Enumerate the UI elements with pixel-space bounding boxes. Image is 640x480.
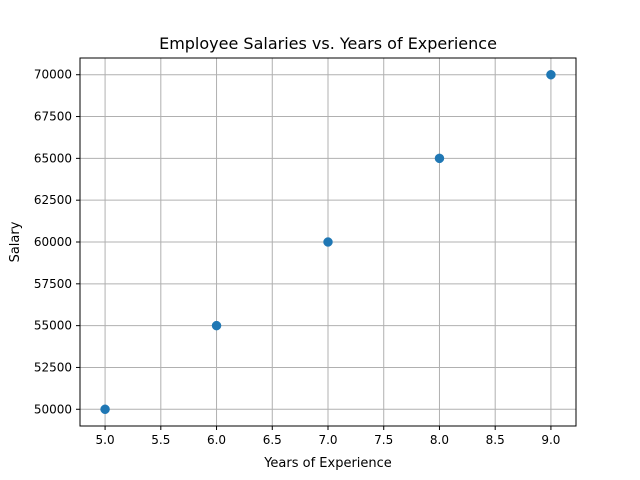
y-axis-label: Salary xyxy=(8,221,23,262)
x-tick-label: 8.5 xyxy=(486,433,505,447)
x-tick-label: 7.5 xyxy=(374,433,393,447)
y-tick-label: 70000 xyxy=(34,68,72,82)
data-point xyxy=(211,320,222,331)
data-point xyxy=(100,404,110,415)
y-tick-label: 65000 xyxy=(34,151,72,165)
y-tick-label: 67500 xyxy=(34,110,72,124)
data-point xyxy=(434,153,445,164)
data-points xyxy=(100,69,556,415)
y-tick-label: 57500 xyxy=(34,277,72,291)
x-axis-ticks: 5.0 5.5 6.0 6.5 7.0 7.5 8.0 8.5 9.0 xyxy=(96,426,560,447)
chart-title: Employee Salaries vs. Years of Experienc… xyxy=(159,34,497,53)
data-point xyxy=(323,237,333,247)
y-axis-ticks: 50000 52500 55000 57500 60000 62500 65000 67500… xyxy=(34,68,80,416)
y-tick-label: 52500 xyxy=(34,360,72,374)
x-tick-label: 9.0 xyxy=(541,433,560,447)
y-tick-label: 60000 xyxy=(34,235,72,249)
x-tick-label: 6.5 xyxy=(263,433,282,447)
y-tick-label: 55000 xyxy=(34,319,72,333)
data-point xyxy=(546,69,556,80)
x-tick-label: 5.0 xyxy=(96,433,115,447)
x-tick-label: 8.0 xyxy=(430,433,449,447)
x-tick-label: 5.5 xyxy=(151,433,170,447)
x-tick-label: 7.0 xyxy=(318,433,337,447)
x-tick-label: 6.0 xyxy=(207,433,226,447)
y-tick-label: 50000 xyxy=(34,402,72,416)
y-tick-label: 62500 xyxy=(34,193,72,207)
x-axis-label: Years of Experience xyxy=(263,456,392,471)
